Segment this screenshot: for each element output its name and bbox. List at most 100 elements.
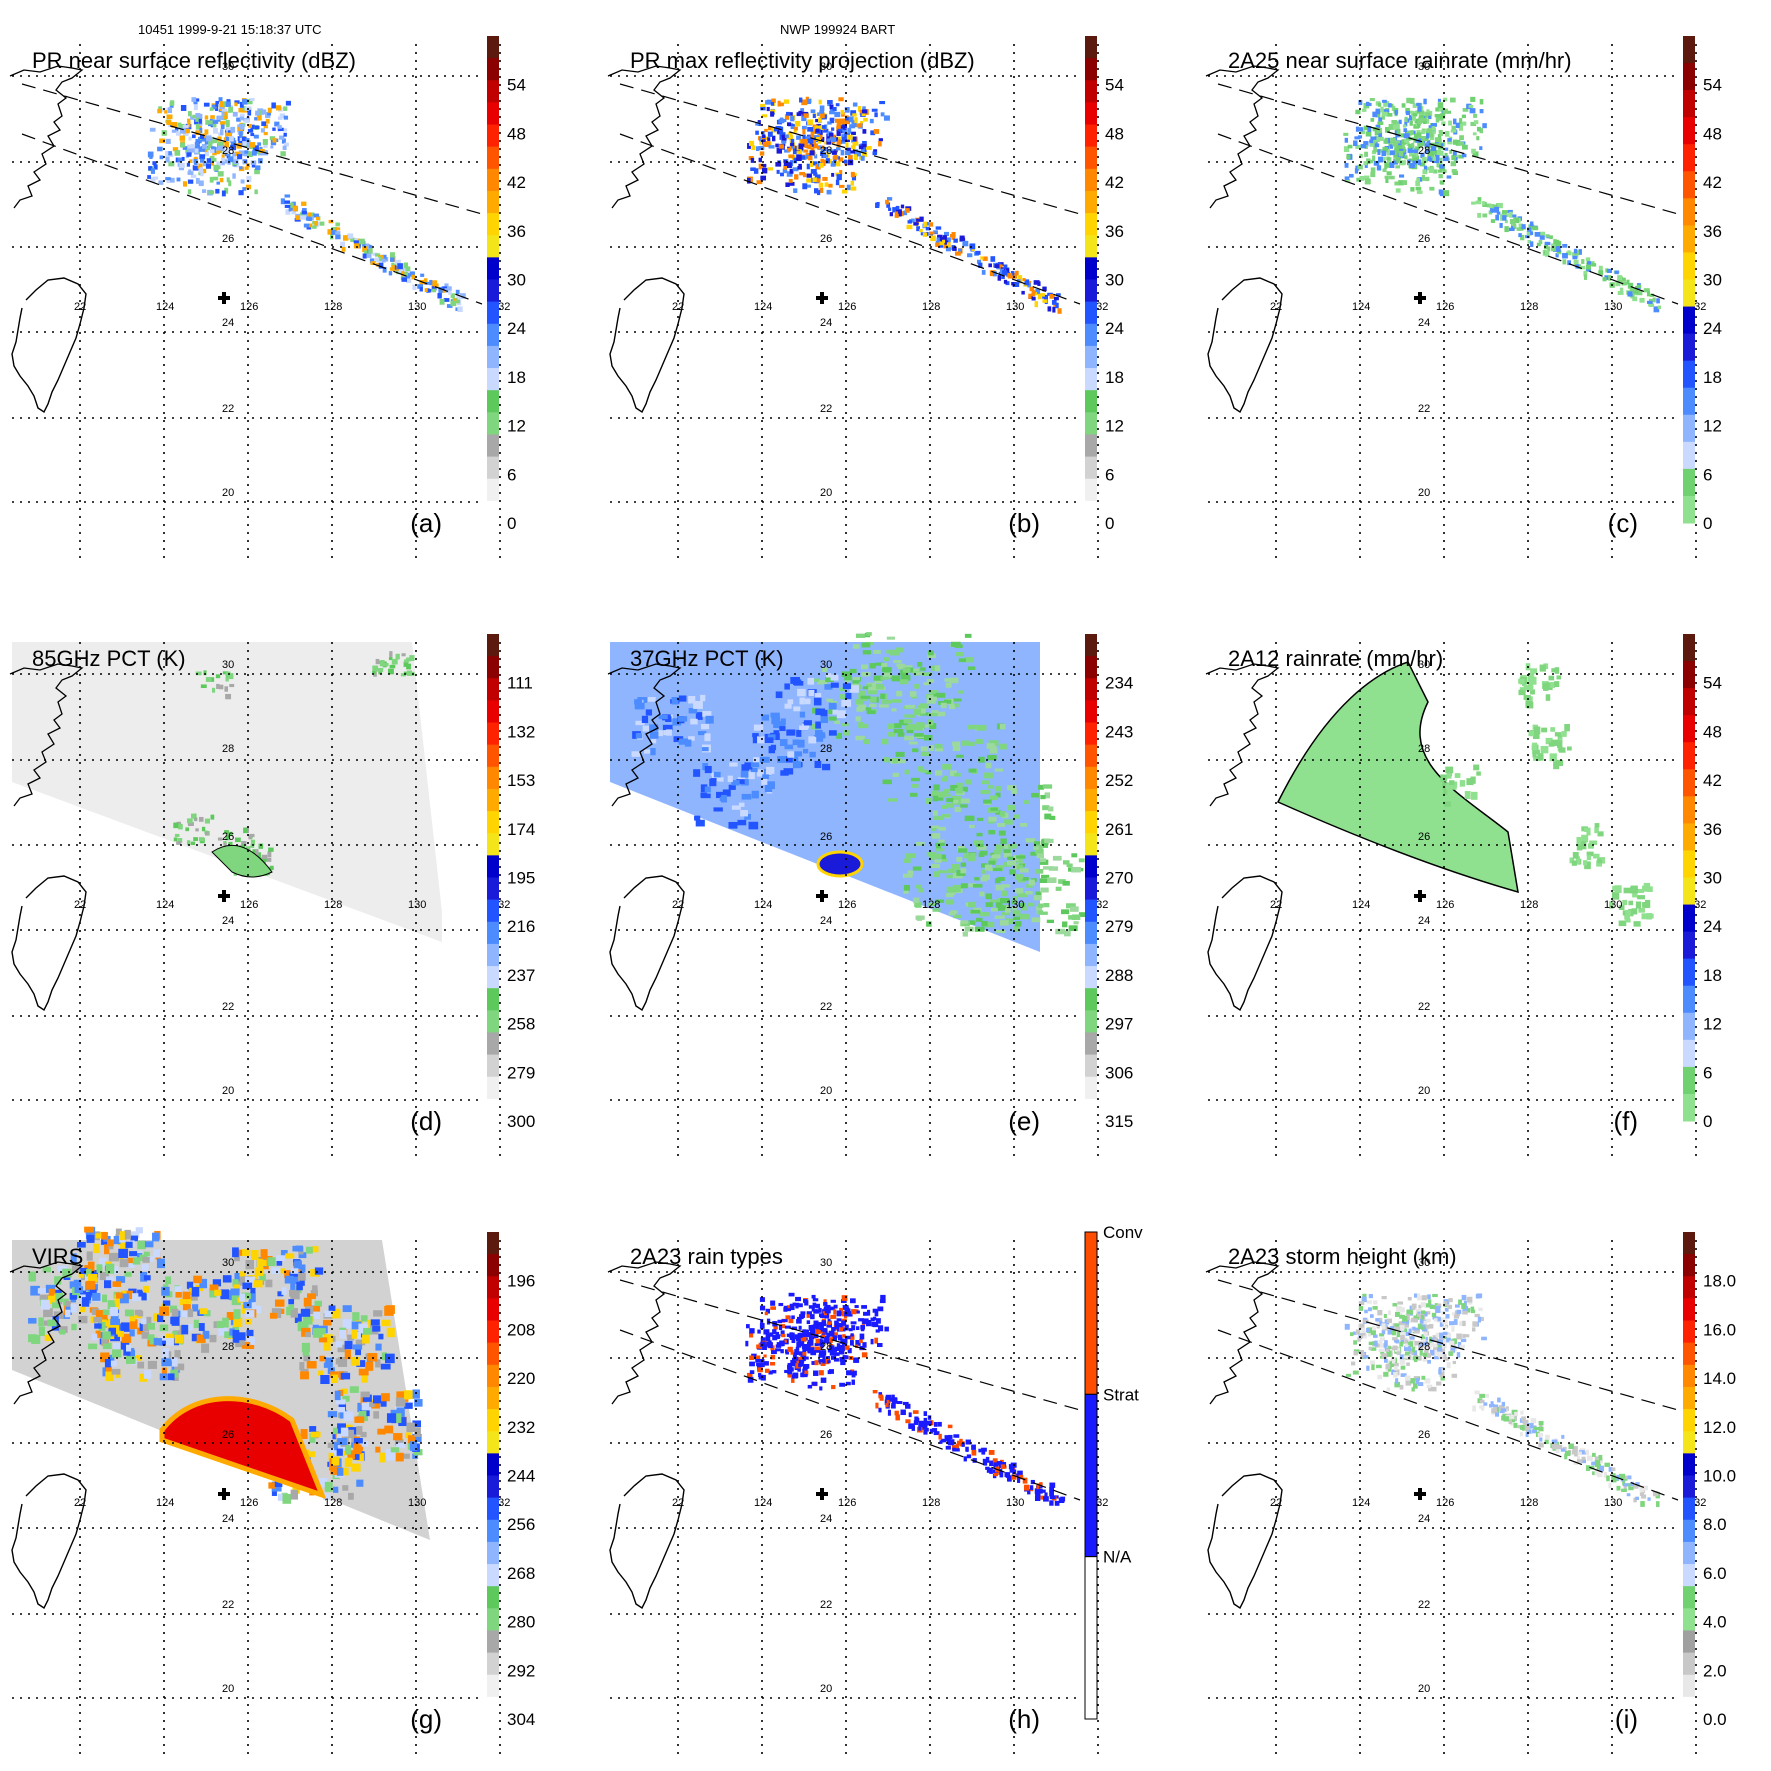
taiwan-outline (11, 277, 87, 414)
colorbar-label: 24 (1703, 917, 1722, 936)
latitude-label: 28 (820, 1341, 832, 1353)
coastline (607, 1261, 682, 1405)
colorbar-label: 6 (507, 465, 516, 484)
colorbar-label: 24 (507, 319, 526, 338)
latitude-label: 22 (820, 403, 832, 415)
colorbar-label: 12 (1703, 1015, 1722, 1034)
latitude-label: 20 (222, 1085, 234, 1097)
panel-letter: (c) (1608, 508, 1638, 538)
colorbar-label: 0 (1703, 514, 1712, 533)
longitude-label: 128 (1520, 899, 1538, 911)
latitude-label: 30 (820, 659, 832, 671)
longitude-label: 124 (1352, 899, 1370, 911)
coastline (9, 663, 84, 807)
coastline (1205, 663, 1280, 807)
latitude-label: 20 (820, 1085, 832, 1097)
colorbar-label: 6.0 (1703, 1564, 1727, 1583)
longitude-label: 130 (1604, 1497, 1622, 1509)
colorbar-label: 280 (507, 1613, 535, 1632)
latitude-label: 22 (222, 1001, 234, 1013)
storm-center-marker (218, 1488, 230, 1500)
colorbar-label: 18.0 (1703, 1272, 1736, 1291)
colorbar-label: 48 (1703, 124, 1722, 143)
longitude-label: 128 (324, 1497, 342, 1509)
longitude-label: 124 (1352, 301, 1370, 313)
colorbar-label: 54 (1703, 76, 1722, 95)
storm-center-marker (1414, 292, 1426, 304)
colorbar-label: 244 (507, 1467, 535, 1486)
panel-letter: (e) (1008, 1106, 1040, 1136)
colorbar-label: 258 (507, 1015, 535, 1034)
longitude-label: 124 (156, 301, 174, 313)
latitude-label: 28 (1418, 145, 1430, 157)
colorbar-label: 279 (1105, 917, 1133, 936)
latitude-label: 22 (222, 403, 234, 415)
taiwan-outline (1207, 277, 1283, 414)
latitude-label: 26 (222, 831, 234, 843)
coastline (9, 1261, 84, 1405)
latitude-label: 28 (222, 145, 234, 157)
longitude-label: 128 (922, 899, 940, 911)
colorbar-label: Conv (1103, 1223, 1143, 1242)
colorbar-label: 220 (507, 1369, 535, 1388)
colorbar-label: 18 (1105, 368, 1124, 387)
latitude-label: 24 (1418, 317, 1430, 329)
longitude-label: 126 (1436, 301, 1454, 313)
panel-title: 85GHz PCT (K) (32, 646, 186, 671)
colorbar-label: 300 (507, 1112, 535, 1131)
longitude-label: 128 (324, 899, 342, 911)
storm-center-marker (218, 292, 230, 304)
colorbar-label: 4.0 (1703, 1613, 1727, 1632)
colorbar-label: 36 (1703, 820, 1722, 839)
longitude-label: 130 (1604, 301, 1622, 313)
colorbar-label: 54 (1703, 674, 1722, 693)
colorbar-label: 0 (1703, 1112, 1712, 1131)
latitude-label: 24 (820, 915, 832, 927)
latitude-label: 30 (1418, 61, 1430, 73)
header-orbit-info: 10451 1999-9-21 15:18:37 UTC (138, 22, 322, 37)
colorbar-label: 30 (1703, 271, 1722, 290)
swath-edge (619, 83, 1081, 215)
colorbar-label: 216 (507, 917, 535, 936)
latitude-label: 30 (820, 61, 832, 73)
latitude-label: 20 (820, 487, 832, 499)
panel-title: VIRS (32, 1244, 83, 1269)
colorbar-label: 279 (507, 1063, 535, 1082)
colorbar-label: 12 (1703, 417, 1722, 436)
storm-center-marker (816, 292, 828, 304)
colorbar-label: 24 (1703, 319, 1722, 338)
longitude-label: 128 (922, 1497, 940, 1509)
colorbar-label: 208 (507, 1320, 535, 1339)
longitude-label: 126 (240, 1497, 258, 1509)
taiwan-outline (1207, 875, 1283, 1012)
longitude-label: 126 (838, 899, 856, 911)
colorbar-label: 0 (1105, 514, 1114, 533)
longitude-label: 124 (1352, 1497, 1370, 1509)
colorbar-label: 252 (1105, 771, 1133, 790)
latitude-label: 24 (820, 317, 832, 329)
panel-letter: (b) (1008, 508, 1040, 538)
panel-title: 2A25 near surface rainrate (mm/hr) (1228, 48, 1572, 73)
coastline (1205, 1261, 1280, 1405)
latitude-label: 30 (1418, 1257, 1430, 1269)
longitude-label: 124 (156, 1497, 174, 1509)
colorbar-label: 36 (1105, 222, 1124, 241)
colorbar-label: 48 (1105, 124, 1124, 143)
latitude-label: 26 (820, 831, 832, 843)
panel-letter: (f) (1613, 1106, 1638, 1136)
storm-center-marker (1414, 890, 1426, 902)
colorbar-label: 261 (1105, 820, 1133, 839)
colorbar-label: 18 (1703, 368, 1722, 387)
colorbar-label: 54 (1105, 76, 1124, 95)
header-model-info: NWP 199924 BART (780, 22, 896, 37)
swath-edge (1217, 1279, 1679, 1411)
latitude-label: 24 (1418, 1513, 1430, 1525)
colorbar-label: 36 (507, 222, 526, 241)
longitude-label: 124 (156, 899, 174, 911)
swath-edge (1217, 83, 1679, 215)
colorbar-label: 304 (507, 1710, 535, 1729)
